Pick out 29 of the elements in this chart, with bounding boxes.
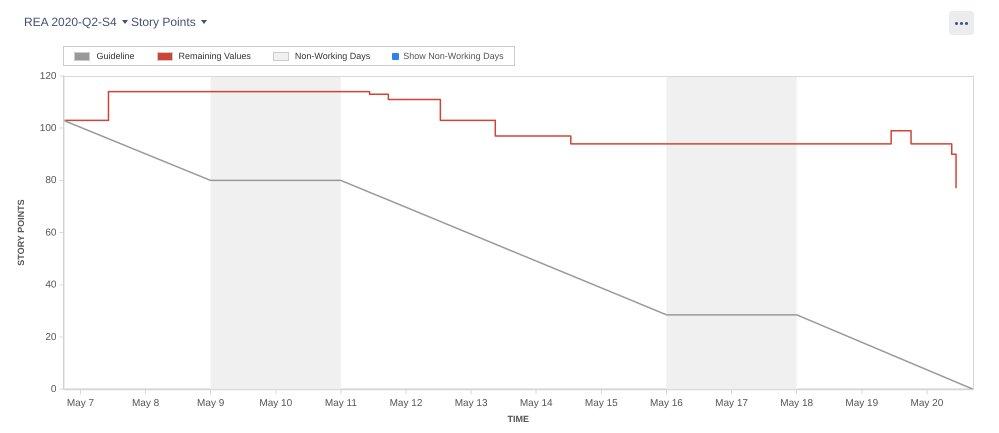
x-tick-label: May 19 bbox=[845, 398, 879, 409]
x-tick-label: May 16 bbox=[650, 398, 684, 409]
x-tick-label: May 10 bbox=[259, 398, 293, 409]
x-tick-label: May 13 bbox=[454, 398, 488, 409]
y-tick-label: 20 bbox=[45, 332, 57, 343]
chart-subtitle: Story Points bbox=[131, 15, 196, 29]
x-tick-label: May 7 bbox=[66, 398, 94, 409]
y-axis-title: STORY POINTS bbox=[16, 199, 26, 266]
y-tick-label: 0 bbox=[50, 384, 57, 395]
x-tick-label: May 20 bbox=[910, 398, 944, 409]
x-tick-label: May 17 bbox=[715, 398, 748, 409]
legend-label: Guideline bbox=[96, 51, 135, 61]
y-tick-label: 120 bbox=[40, 70, 57, 82]
text: Show Non-Working Days bbox=[403, 51, 504, 61]
legend-label: Remaining Values bbox=[178, 51, 251, 61]
x-tick-label: May 12 bbox=[390, 398, 423, 409]
x-axis-title: TIME bbox=[507, 414, 529, 424]
chart-title: REA 2020-Q2-S4 bbox=[24, 15, 117, 29]
x-tick-label: May 14 bbox=[520, 398, 554, 409]
x-tick-label: May 11 bbox=[324, 398, 358, 409]
y-tick-label: 60 bbox=[45, 227, 57, 238]
y-tick-label: 100 bbox=[40, 122, 57, 134]
x-tick-label: May 9 bbox=[197, 398, 225, 409]
x-tick-label: May 8 bbox=[132, 398, 160, 409]
y-tick-label: 80 bbox=[45, 175, 57, 186]
x-tick-label: May 15 bbox=[584, 398, 618, 409]
y-tick-label: 40 bbox=[45, 280, 57, 291]
band-label: Non-Working Days bbox=[294, 51, 370, 61]
x-tick-label: May 18 bbox=[780, 398, 814, 409]
